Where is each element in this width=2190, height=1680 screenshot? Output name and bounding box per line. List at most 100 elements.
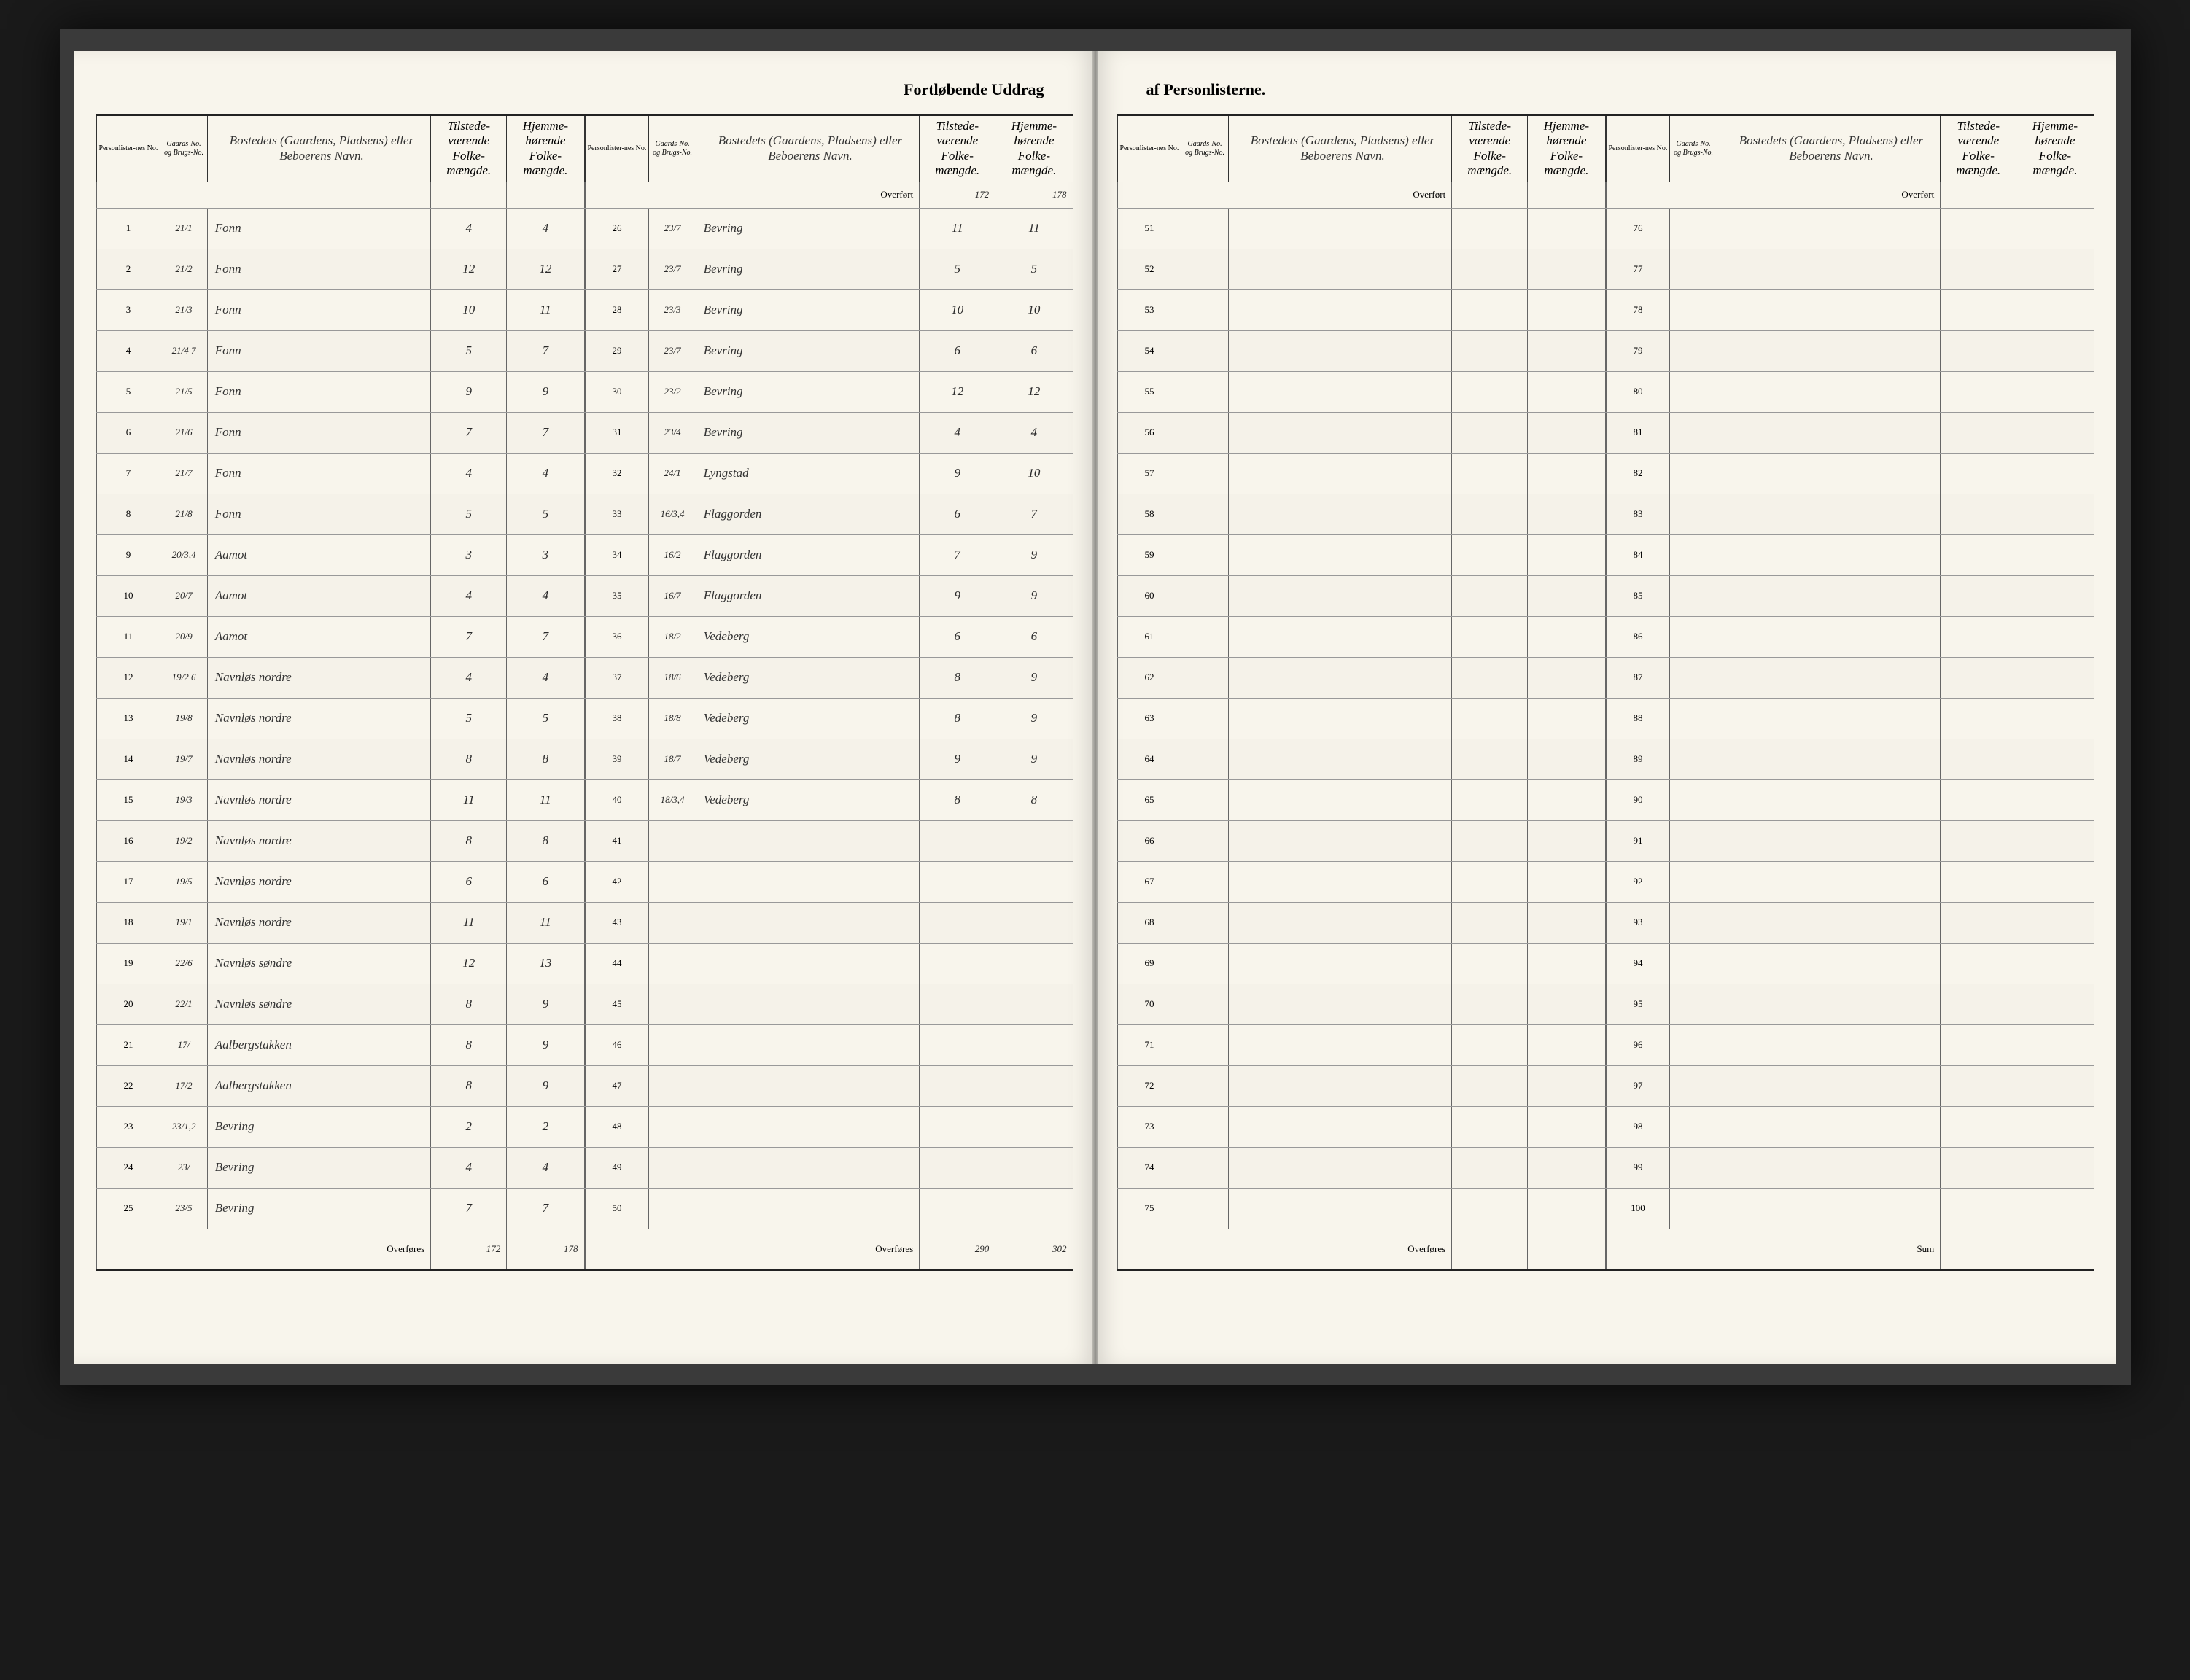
cell [920,1106,995,1147]
cell [1717,984,1940,1024]
table-row: 56 [1117,412,1605,453]
cell: 19/7 [160,739,207,779]
cell: 21/6 [160,412,207,453]
cell: 13 [96,698,160,739]
cell [1181,698,1228,739]
cell [1528,861,1605,902]
cell [1941,902,2016,943]
cell [1228,861,1451,902]
cell: 51 [1117,208,1181,249]
cell [1181,1106,1228,1147]
cell [1452,1024,1528,1065]
cell [2016,698,2094,739]
cell [1452,1065,1528,1106]
cell [1181,494,1228,534]
cell: 45 [585,984,649,1024]
cell: 19 [96,943,160,984]
cell: 21/2 [160,249,207,289]
cell [920,1024,995,1065]
overfores-b-h: 302 [995,1229,1073,1269]
cell [1717,779,1940,820]
cell: Vedeberg [696,739,919,779]
overfort-b-t: 172 [920,182,995,208]
left-page: Fortløbende Uddrag Personlister-nes No. … [74,51,1095,1364]
cell [1452,657,1528,698]
table-row: 44 [585,943,1073,984]
cell: Flaggorden [696,494,919,534]
cell: 23/ [160,1147,207,1188]
cell [1528,371,1605,412]
cell [1528,412,1605,453]
cell [1452,739,1528,779]
hdr-hjemme: Hjemme-hørende Folke-mængde. [507,115,584,182]
cell: 4 [96,330,160,371]
table-row: 58 [1117,494,1605,534]
table-row: 75 [1117,1188,1605,1229]
cell [1528,657,1605,698]
table-row: 73 [1117,1106,1605,1147]
cell [649,820,696,861]
cell: 61 [1117,616,1181,657]
cell [1670,249,1717,289]
cell [1717,1024,1940,1065]
cell: Fonn [207,494,430,534]
cell: 78 [1606,289,1670,330]
cell: 77 [1606,249,1670,289]
cell: 12 [995,371,1073,412]
cell: 44 [585,943,649,984]
cell [1670,902,1717,943]
cell [1228,1147,1451,1188]
table-row: 2423/Bevring44 [96,1147,584,1188]
cell: 4 [431,453,507,494]
cell [1941,534,2016,575]
cell: 8 [920,657,995,698]
cell: 9 [507,984,584,1024]
cell: 9 [920,575,995,616]
table-row: 99 [1606,1147,2094,1188]
cell [649,902,696,943]
cell [1452,820,1528,861]
table-row: 3416/2Flaggorden79 [585,534,1073,575]
table-row: 46 [585,1024,1073,1065]
cell [1181,575,1228,616]
cell: 97 [1606,1065,1670,1106]
cell: Bevring [696,249,919,289]
table-row: 1819/1Navnløs nordre1111 [96,902,584,943]
cell [1941,861,2016,902]
cell [1181,616,1228,657]
cell [649,1106,696,1147]
cell [1717,289,1940,330]
cell: Lyngstad [696,453,919,494]
cell [1452,779,1528,820]
cell: 73 [1117,1106,1181,1147]
cell: 28 [585,289,649,330]
cell [1941,616,2016,657]
cell: 5 [431,494,507,534]
cell [1670,208,1717,249]
table-row: 2022/1Navnløs søndre89 [96,984,584,1024]
table-row: 98 [1606,1106,2094,1147]
cell [1528,984,1605,1024]
cell: 36 [585,616,649,657]
cell: 4 [431,1147,507,1188]
table-row: 1619/2Navnløs nordre88 [96,820,584,861]
cell: Vedeberg [696,779,919,820]
cell [1670,371,1717,412]
cell [920,984,995,1024]
cell: 19/3 [160,779,207,820]
cell [1717,1106,1940,1147]
cell [2016,779,2094,820]
cell: 10 [995,289,1073,330]
table-row: 50 [585,1188,1073,1229]
cell [1717,575,1940,616]
cell [1670,1106,1717,1147]
cell [995,1065,1073,1106]
cell [1452,289,1528,330]
table-row: 87 [1606,657,2094,698]
cell: 3 [431,534,507,575]
cell: 19/1 [160,902,207,943]
cell [1941,371,2016,412]
cell: 84 [1606,534,1670,575]
table-row: 78 [1606,289,2094,330]
cell [1670,534,1717,575]
